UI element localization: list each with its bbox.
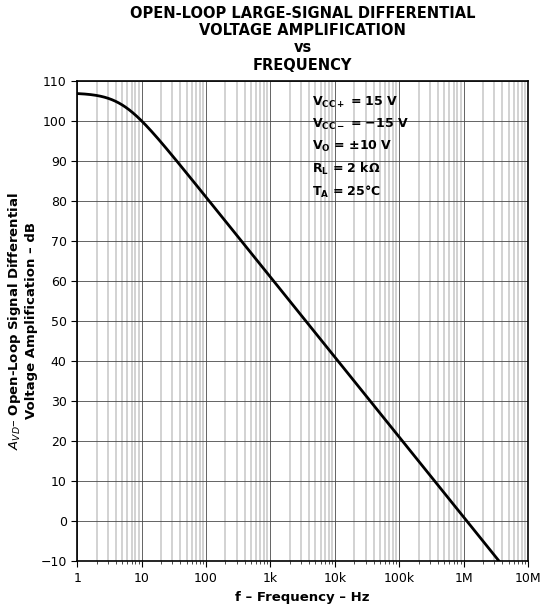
Title: OPEN-LOOP LARGE-SIGNAL DIFFERENTIAL
VOLTAGE AMPLIFICATION
vs
FREQUENCY: OPEN-LOOP LARGE-SIGNAL DIFFERENTIAL VOLT…	[130, 5, 475, 73]
Text: V$_\mathregular{CC+}$ = 15 V
V$_\mathregular{CC-}$ = −15 V
V$_\mathregular{O}$ =: V$_\mathregular{CC+}$ = 15 V V$_\mathreg…	[312, 95, 409, 200]
Y-axis label: $A_{VD}$– Open-Loop Signal Differential
Voltage Amplification – dB: $A_{VD}$– Open-Loop Signal Differential …	[5, 192, 38, 450]
X-axis label: f – Frequency – Hz: f – Frequency – Hz	[235, 592, 370, 605]
